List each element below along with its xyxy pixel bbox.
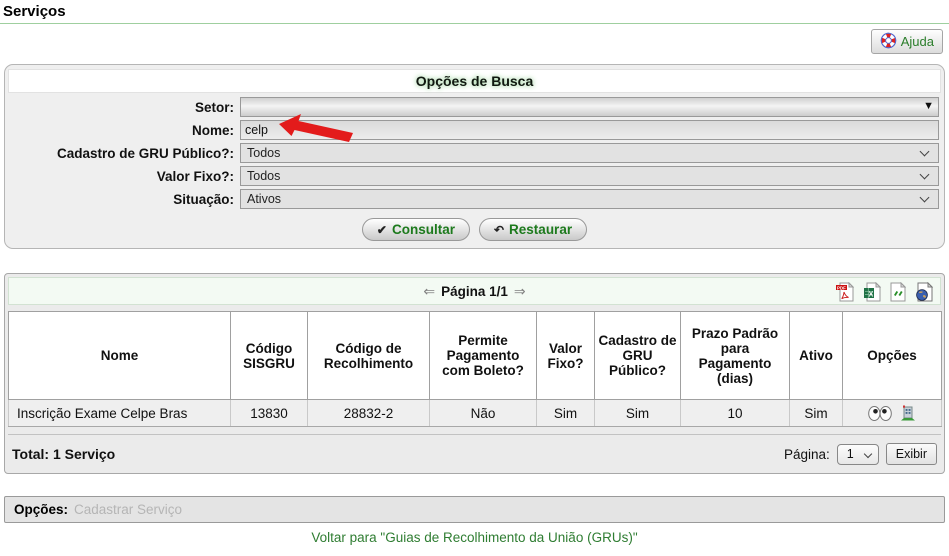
help-label: Ajuda xyxy=(900,34,934,49)
header-opcoes: Opções xyxy=(842,311,942,400)
cell-valor-fixo: Sim xyxy=(536,399,595,427)
next-page-arrow-icon[interactable]: ⇒ xyxy=(513,282,526,299)
svg-text:PDF: PDF xyxy=(837,285,846,290)
building-icon[interactable] xyxy=(900,405,916,421)
export-buttons: PDF X xyxy=(836,282,933,302)
help-button[interactable]: Ajuda xyxy=(870,29,943,54)
chevron-down-icon xyxy=(919,192,930,203)
page-title: Serviços xyxy=(0,0,949,24)
cadastro-gru-select[interactable]: Todos xyxy=(240,143,939,163)
header-codigo-recolhimento: Código de Recolhimento xyxy=(307,311,430,400)
form-row-situacao: Situação: Ativos xyxy=(8,189,941,209)
chevron-down-icon xyxy=(863,449,872,458)
view-icon[interactable] xyxy=(868,405,892,421)
chevron-down-icon xyxy=(919,169,930,180)
back-link-row: Voltar para "Guias de Recolhimento da Un… xyxy=(0,530,949,545)
help-row: Ajuda xyxy=(0,24,949,54)
page-number-select[interactable]: 1 xyxy=(836,443,879,465)
search-form: Setor: ▼ Nome: Cadastro de GRU Público?:… xyxy=(8,97,941,209)
pdf-export-icon[interactable]: PDF xyxy=(836,282,854,302)
header-prazo: Prazo Padrão para Pagamento (dias) xyxy=(680,311,790,400)
consultar-button[interactable]: ✔ Consultar xyxy=(361,218,470,241)
cell-prazo: 10 xyxy=(680,399,790,427)
search-buttons: ✔ Consultar ↶ Restaurar xyxy=(8,218,941,241)
restaurar-label: Restaurar xyxy=(509,222,573,237)
cadastrar-servico-link[interactable]: Cadastrar Serviço xyxy=(74,502,183,517)
previous-page-arrow-icon[interactable]: ⇐ xyxy=(423,282,436,299)
setor-select[interactable]: ▼ xyxy=(240,97,939,117)
options-bar: Opções: Cadastrar Serviço xyxy=(4,496,945,523)
nome-label: Nome: xyxy=(191,122,234,138)
form-row-setor: Setor: ▼ xyxy=(8,97,941,117)
svg-text:X: X xyxy=(869,291,874,298)
page-title-text: Serviços xyxy=(3,3,66,20)
header-nome: Nome xyxy=(8,311,231,400)
valor-fixo-select-value: Todos xyxy=(247,169,281,183)
valor-fixo-select[interactable]: Todos xyxy=(240,166,939,186)
cadastro-gru-label: Cadastro de GRU Público?: xyxy=(56,145,234,161)
cell-opcoes xyxy=(842,399,942,427)
form-row-cadastro-gru: Cadastro de GRU Público?: Todos xyxy=(8,143,941,163)
cell-ativo: Sim xyxy=(789,399,843,427)
table-row: Inscrição Exame Celpe Bras 13830 28832-2… xyxy=(8,399,942,427)
cell-permite-boleto: Não xyxy=(429,399,537,427)
situacao-select[interactable]: Ativos xyxy=(240,189,939,209)
check-icon: ✔ xyxy=(376,222,387,237)
excel-export-icon[interactable]: X xyxy=(863,282,881,302)
cadastro-gru-select-value: Todos xyxy=(247,146,281,160)
lifebuoy-icon xyxy=(880,32,897,52)
header-ativo: Ativo xyxy=(789,311,843,400)
total-label: Total: 1 Serviço xyxy=(12,446,116,462)
table-header-row: Nome Código SISGRU Código de Recolhiment… xyxy=(8,311,942,400)
header-cadastro-gru: Cadastro de GRU Público? xyxy=(594,311,681,400)
page-number-value: 1 xyxy=(846,447,854,461)
cell-nome: Inscrição Exame Celpe Bras xyxy=(8,399,231,427)
restaurar-button[interactable]: ↶ Restaurar xyxy=(478,218,588,241)
html-export-icon[interactable] xyxy=(915,282,933,302)
results-panel: ⇐ Página 1/1 ⇒ PDF X xyxy=(4,273,945,474)
options-label: Opções: xyxy=(14,502,69,517)
undo-arrow-icon: ↶ xyxy=(493,222,505,237)
back-link[interactable]: Voltar para "Guias de Recolhimento da Un… xyxy=(311,530,638,545)
form-row-valor-fixo: Valor Fixo?: Todos xyxy=(8,166,941,186)
exibir-button[interactable]: Exibir xyxy=(885,443,937,465)
header-permite-boleto: Permite Pagamento com Boleto? xyxy=(429,311,537,400)
pager: Página: 1 Exibir xyxy=(784,443,937,465)
pagination-label: Página 1/1 xyxy=(441,283,508,299)
pagina-label: Página: xyxy=(783,446,830,462)
consultar-label: Consultar xyxy=(391,222,455,237)
dropdown-arrow-icon: ▼ xyxy=(923,100,934,112)
cell-codigo-recolhimento: 28832-2 xyxy=(307,399,430,427)
nome-input[interactable] xyxy=(240,120,939,140)
setor-label: Setor: xyxy=(194,99,234,115)
cell-cadastro-gru: Sim xyxy=(594,399,681,427)
text-export-icon[interactable] xyxy=(890,282,906,302)
header-valor-fixo: Valor Fixo? xyxy=(536,311,595,400)
total-row: Total: 1 Serviço Página: 1 Exibir xyxy=(8,434,941,470)
cell-codigo-sisgru: 13830 xyxy=(230,399,308,427)
pagination-bar: ⇐ Página 1/1 ⇒ PDF X xyxy=(8,277,941,305)
form-row-nome: Nome: xyxy=(8,120,941,140)
situacao-label: Situação: xyxy=(173,191,234,207)
valor-fixo-label: Valor Fixo?: xyxy=(156,168,234,184)
search-title: Opções de Busca xyxy=(8,69,941,93)
chevron-down-icon xyxy=(919,146,930,157)
services-table: Nome Código SISGRU Código de Recolhiment… xyxy=(8,311,942,427)
header-codigo-sisgru: Código SISGRU xyxy=(230,311,308,400)
situacao-select-value: Ativos xyxy=(247,192,282,206)
search-panel: Opções de Busca Setor: ▼ Nome: Cadastro … xyxy=(4,64,945,249)
